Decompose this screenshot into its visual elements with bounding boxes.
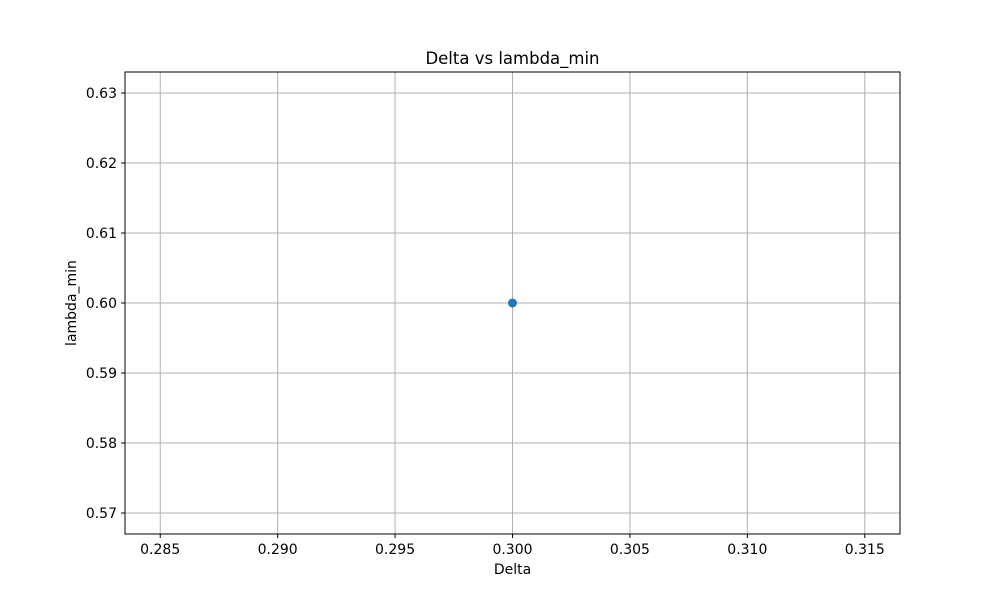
y-tick-label: 0.57: [86, 506, 117, 522]
x-tick-label: 0.290: [258, 542, 298, 558]
y-tick-label: 0.61: [86, 226, 117, 242]
chart-title: Delta vs lambda_min: [425, 49, 599, 69]
y-axis-label: lambda_min: [64, 260, 80, 346]
y-tick-label: 0.63: [86, 86, 117, 102]
y-axis-ticks: 0.57 0.58 0.59 0.60 0.61 0.62 0.63: [86, 86, 125, 522]
y-tick-label: 0.59: [86, 366, 117, 382]
x-tick-label: 0.285: [140, 542, 180, 558]
data-points: [508, 298, 517, 308]
y-tick-label: 0.58: [86, 436, 117, 452]
y-tick-label: 0.60: [86, 296, 117, 312]
x-tick-label: 0.300: [492, 542, 532, 558]
grid: [125, 72, 900, 534]
x-tick-label: 0.315: [845, 542, 885, 558]
y-tick-label: 0.62: [86, 156, 117, 172]
x-tick-label: 0.310: [727, 542, 767, 558]
x-tick-label: 0.305: [610, 542, 650, 558]
data-point: [508, 298, 517, 308]
x-axis-ticks: 0.285 0.290 0.295 0.300 0.305 0.310 0.315: [140, 534, 885, 558]
x-tick-label: 0.295: [375, 542, 415, 558]
x-axis-label: Delta: [494, 562, 531, 578]
